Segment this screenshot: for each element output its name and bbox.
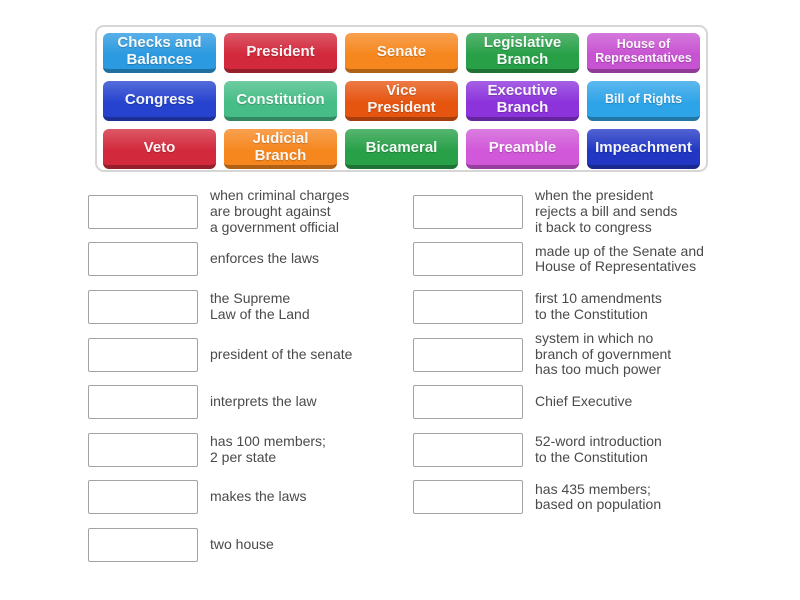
match-row: when criminal charges are brought agains…: [88, 187, 413, 236]
word-tile-constitution[interactable]: Constitution: [224, 81, 337, 121]
word-tile-label: Impeachment: [595, 138, 692, 156]
word-tile-executive-branch[interactable]: Executive Branch: [466, 81, 579, 121]
answer-drop-box[interactable]: [88, 527, 198, 562]
answer-drop-box[interactable]: [88, 289, 198, 324]
word-tile-bill-of-rights[interactable]: Bill of Rights: [587, 81, 700, 121]
match-row: makes the laws: [88, 474, 413, 522]
match-row: interprets the law: [88, 378, 413, 426]
answer-drop-box[interactable]: [413, 385, 523, 420]
word-tile-house-of-representatives[interactable]: House of Representatives: [587, 33, 700, 73]
word-tile-label: Congress: [124, 90, 195, 108]
word-tile-checks-and-balances[interactable]: Checks and Balances: [103, 33, 216, 73]
word-bank-panel: Checks and Balances President Senate Leg…: [95, 25, 708, 172]
definition-text: system in which no branch of government …: [535, 329, 672, 378]
word-tile-label: Senate: [376, 42, 427, 60]
answer-drop-box[interactable]: [413, 289, 523, 324]
match-row: president of the senate: [88, 331, 413, 379]
match-row: made up of the Senate and House of Repre…: [413, 236, 738, 284]
answer-drop-box[interactable]: [413, 242, 523, 277]
word-tile-veto[interactable]: Veto: [103, 129, 216, 169]
answer-drop-box[interactable]: [413, 480, 523, 515]
word-tile-preamble[interactable]: Preamble: [466, 129, 579, 169]
answer-drop-box[interactable]: [88, 337, 198, 372]
word-tile-legislative-branch[interactable]: Legislative Branch: [466, 33, 579, 73]
word-tile-label: President: [246, 42, 315, 60]
word-tile-label: Legislative Branch: [483, 34, 562, 68]
match-row: system in which no branch of government …: [413, 329, 738, 379]
definition-text: when criminal charges are brought agains…: [210, 187, 350, 235]
answer-drop-box[interactable]: [88, 242, 198, 277]
word-tile-judicial-branch[interactable]: Judicial Branch: [224, 129, 337, 169]
word-tile-label: Vice President: [367, 82, 436, 116]
answer-drop-box[interactable]: [88, 480, 198, 515]
match-row: two house: [88, 521, 413, 569]
word-tile-label: Bill of Rights: [604, 91, 683, 106]
answer-drop-box[interactable]: [88, 385, 198, 420]
word-tile-label: Judicial Branch: [252, 130, 309, 164]
definition-text: has 100 members; 2 per state: [210, 432, 326, 465]
definitions-area: when criminal charges are brought agains…: [88, 187, 738, 569]
answer-drop-box[interactable]: [413, 432, 523, 467]
word-tile-label: House of Representatives: [595, 36, 692, 66]
word-tile-senate[interactable]: Senate: [345, 33, 458, 73]
definition-text: the Supreme Law of the Land: [210, 290, 310, 322]
answer-drop-box[interactable]: [88, 432, 198, 467]
match-row: the Supreme Law of the Land: [88, 283, 413, 331]
definition-text: has 435 members; based on population: [535, 480, 662, 513]
word-tile-impeachment[interactable]: Impeachment: [587, 129, 700, 169]
definition-text: two house: [210, 536, 274, 553]
definitions-column-right: when the president rejects a bill and se…: [413, 187, 738, 569]
definition-text: interprets the law: [210, 393, 317, 410]
answer-drop-box[interactable]: [88, 194, 198, 229]
definition-text: president of the senate: [210, 345, 353, 362]
match-row: first 10 amendments to the Constitution: [413, 283, 738, 331]
definition-text: when the president rejects a bill and se…: [535, 187, 678, 235]
match-row: has 100 members; 2 per state: [88, 426, 413, 474]
definition-text: enforces the laws: [210, 250, 319, 267]
definition-text: first 10 amendments to the Constitution: [535, 290, 662, 322]
word-tile-label: Checks and Balances: [117, 34, 202, 68]
word-tile-president[interactable]: President: [224, 33, 337, 73]
definition-text: Chief Executive: [535, 393, 633, 410]
word-tile-congress[interactable]: Congress: [103, 81, 216, 121]
match-row: Chief Executive: [413, 378, 738, 426]
match-row: 52-word introduction to the Constitution: [413, 426, 738, 474]
match-row: when the president rejects a bill and se…: [413, 187, 738, 236]
word-tile-vice-president[interactable]: Vice President: [345, 81, 458, 121]
word-tile-label: Bicameral: [365, 138, 438, 156]
word-tile-label: Executive Branch: [487, 82, 558, 116]
match-row: has 435 members; based on population: [413, 474, 738, 522]
definition-text: makes the laws: [210, 488, 307, 505]
word-tile-bicameral[interactable]: Bicameral: [345, 129, 458, 169]
definitions-column-left: when criminal charges are brought agains…: [88, 187, 413, 569]
definition-text: made up of the Senate and House of Repre…: [535, 242, 704, 275]
answer-drop-box[interactable]: [413, 337, 523, 372]
word-bank-grid: Checks and Balances President Senate Leg…: [97, 27, 706, 171]
word-tile-label: Veto: [143, 138, 176, 156]
definition-text: 52-word introduction to the Constitution: [535, 432, 662, 465]
match-row: enforces the laws: [88, 236, 413, 284]
word-tile-label: Constitution: [236, 90, 325, 108]
word-tile-label: Preamble: [488, 138, 557, 156]
answer-drop-box[interactable]: [413, 194, 523, 229]
